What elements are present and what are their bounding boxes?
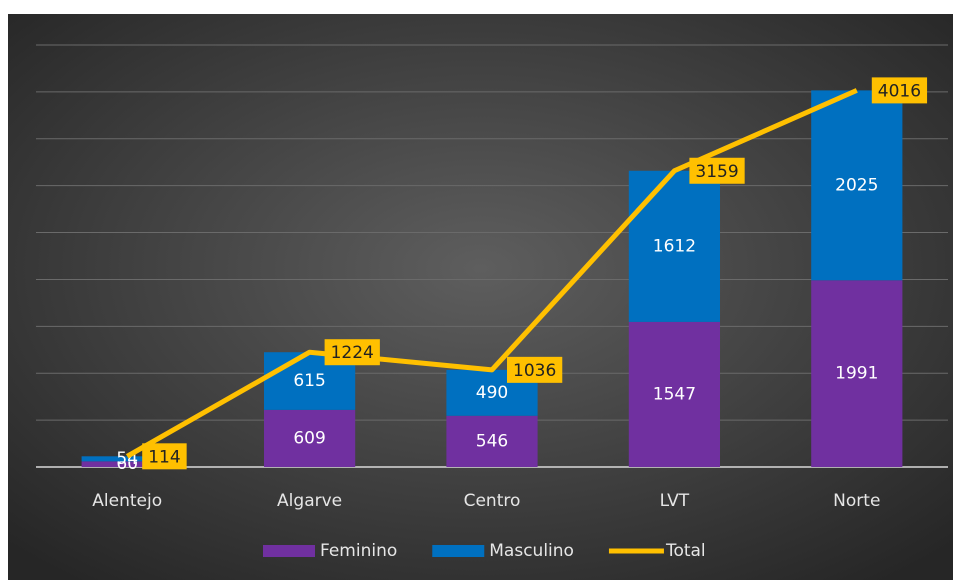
data-label: 1224 xyxy=(331,343,374,363)
data-label: 3159 xyxy=(695,162,738,182)
legend-swatch xyxy=(263,545,315,557)
legend-swatch xyxy=(432,545,485,557)
data-label: 114 xyxy=(148,447,180,467)
data-label-box xyxy=(142,443,187,470)
x-tick-label: Centro xyxy=(464,491,521,511)
x-tick-label: Alentejo xyxy=(92,491,162,511)
data-label: 546 xyxy=(476,431,508,451)
legend-label: Feminino xyxy=(320,541,397,561)
data-label: 1991 xyxy=(835,364,878,384)
data-label: 1547 xyxy=(653,384,696,404)
legend-label: Total xyxy=(665,541,706,561)
data-label: 1612 xyxy=(653,236,696,256)
bar-segment xyxy=(446,415,538,467)
data-label-box xyxy=(507,356,563,383)
bar-segment xyxy=(811,280,903,467)
data-label: 4016 xyxy=(878,81,921,101)
data-label-box xyxy=(689,157,745,184)
bar-segment xyxy=(628,170,720,322)
data-label: 609 xyxy=(293,428,325,448)
bar-segment xyxy=(264,409,356,467)
chart-background xyxy=(8,14,953,580)
x-tick-label: Algarve xyxy=(277,491,342,511)
data-label: 2025 xyxy=(835,175,878,195)
data-label: 615 xyxy=(293,371,325,391)
data-label: 490 xyxy=(476,383,508,403)
data-label-box xyxy=(324,339,380,366)
data-label: 1036 xyxy=(513,361,556,381)
bar-segment xyxy=(811,90,903,281)
x-tick-label: LVT xyxy=(660,491,690,511)
data-label-box xyxy=(871,77,928,104)
bar-segment xyxy=(81,456,173,462)
bar-segment xyxy=(81,461,173,467)
bar-segment xyxy=(628,321,720,467)
line-series xyxy=(125,88,858,459)
legend-label: Masculino xyxy=(489,541,574,561)
x-tick-label: Norte xyxy=(833,491,880,511)
